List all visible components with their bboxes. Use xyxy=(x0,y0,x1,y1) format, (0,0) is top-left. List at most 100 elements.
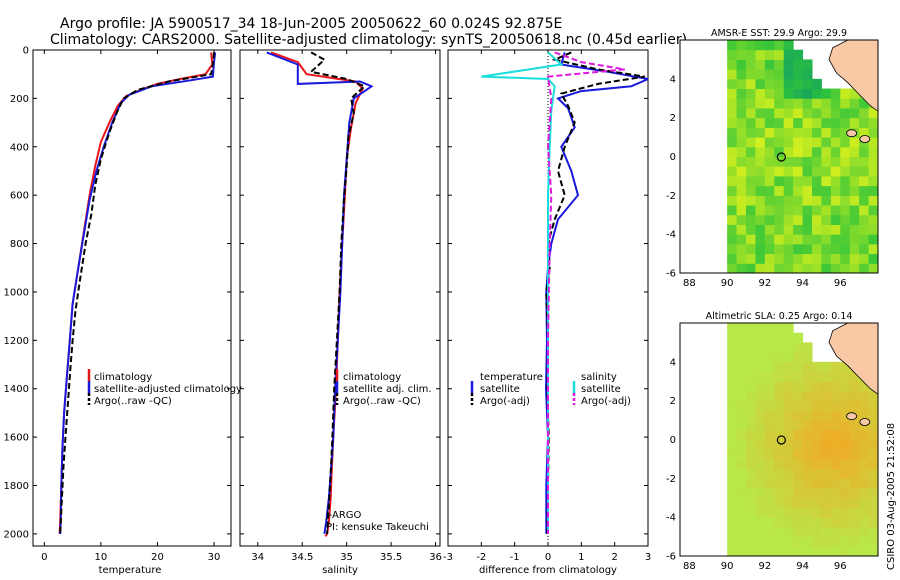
heatmap-cell xyxy=(821,400,832,411)
heatmap-cell xyxy=(802,205,813,216)
heatmap-cell xyxy=(849,420,860,431)
legend-label: Argo(..raw -QC) xyxy=(94,396,172,407)
heatmap-cell xyxy=(774,253,785,264)
legend-label: satellite-adjusted climatology xyxy=(94,384,242,395)
x-tick-label: 20 xyxy=(151,552,164,563)
heatmap-cell xyxy=(727,352,738,363)
sla-map-frame xyxy=(679,322,879,557)
heatmap-cell xyxy=(727,127,738,138)
heatmap-cell xyxy=(736,429,747,440)
difference-legend: temperature satellite Argo(-adj) salinit… xyxy=(470,372,631,407)
heatmap-cell xyxy=(830,517,841,528)
y-tick-label: 4 xyxy=(670,357,676,368)
heatmap-cell xyxy=(783,536,794,547)
heatmap-cell xyxy=(802,361,813,373)
heatmap-cell xyxy=(783,546,794,556)
heatmap-cell xyxy=(746,40,756,51)
heatmap-cell xyxy=(812,243,822,255)
heatmap-cell xyxy=(849,439,860,450)
heatmap-cell xyxy=(736,156,747,167)
heatmap-cell xyxy=(793,214,804,225)
heatmap-cell xyxy=(736,323,747,334)
heatmap-cell xyxy=(755,468,766,479)
heatmap-cell xyxy=(793,546,804,556)
heatmap-cell xyxy=(774,517,785,528)
heatmap-cell xyxy=(868,526,878,538)
heatmap-cell xyxy=(793,497,804,508)
heatmap-cell xyxy=(783,137,794,148)
heatmap-cell xyxy=(746,166,756,177)
heatmap-cell xyxy=(849,546,860,556)
heatmap-cell xyxy=(840,214,851,225)
series-line-sal-satellite xyxy=(481,51,564,534)
heatmap-cell xyxy=(868,263,878,273)
heatmap-cell xyxy=(821,195,832,206)
heatmap-cell xyxy=(736,381,747,392)
heatmap-cell xyxy=(812,253,822,264)
x-tick-label: 96 xyxy=(834,561,847,572)
heatmap-cell xyxy=(859,205,870,216)
heatmap-cell xyxy=(840,137,851,148)
heatmap-cell xyxy=(830,429,841,440)
heatmap-cell xyxy=(764,478,775,489)
heatmap-cell xyxy=(812,400,822,411)
heatmap-cell xyxy=(774,526,785,538)
heatmap-cell xyxy=(736,185,747,196)
heatmap-cell xyxy=(793,253,804,264)
heatmap-cell xyxy=(736,137,747,148)
heatmap-cell xyxy=(802,390,813,402)
heatmap-cell xyxy=(812,420,822,431)
heatmap-cell xyxy=(830,526,841,538)
heatmap-cell xyxy=(849,497,860,508)
heatmap-cell xyxy=(793,98,804,109)
heatmap-cell xyxy=(840,488,851,499)
x-tick-label: 10 xyxy=(95,552,108,563)
heatmap-cell xyxy=(812,381,822,392)
heatmap-cell xyxy=(802,214,813,225)
heatmap-cell xyxy=(746,429,756,440)
heatmap-cell xyxy=(746,381,756,392)
heatmap-cell xyxy=(764,381,775,392)
heatmap-cell xyxy=(736,40,747,51)
heatmap-cell xyxy=(868,439,878,450)
heatmap-cell xyxy=(821,517,832,528)
heatmap-cell xyxy=(859,400,870,411)
heatmap-cell xyxy=(727,410,738,421)
heatmap-cell xyxy=(746,400,756,411)
salinity-panel-frame xyxy=(239,49,441,547)
heatmap-cell xyxy=(746,175,756,187)
heatmap-cell xyxy=(755,253,766,264)
heatmap-cell xyxy=(793,468,804,479)
heatmap-cell xyxy=(793,361,804,373)
heatmap-cell xyxy=(793,49,804,60)
heatmap-cell xyxy=(793,243,804,255)
heatmap-cell xyxy=(764,195,775,206)
heatmap-cell xyxy=(868,253,878,264)
heatmap-cell xyxy=(868,127,878,138)
heatmap-cell xyxy=(849,371,860,382)
heatmap-cell xyxy=(802,195,813,206)
heatmap-cell xyxy=(868,517,878,528)
heatmap-cell xyxy=(764,429,775,440)
heatmap-cell xyxy=(764,517,775,528)
heatmap-cell xyxy=(793,195,804,206)
y-tick-label: -2 xyxy=(666,191,676,202)
heatmap-cell xyxy=(840,400,851,411)
heatmap-cell xyxy=(830,546,841,556)
heatmap-cell xyxy=(783,146,794,157)
heatmap-cell xyxy=(727,146,738,157)
heatmap-cell xyxy=(727,185,738,196)
heatmap-cell xyxy=(746,468,756,479)
x-tick-label: 34.5 xyxy=(291,552,313,563)
heatmap-cell xyxy=(802,166,813,177)
heatmap-cell xyxy=(821,224,832,235)
x-tick-label: 88 xyxy=(683,278,696,289)
heatmap-cell xyxy=(746,59,756,70)
heatmap-cell xyxy=(755,59,766,70)
heatmap-cell xyxy=(859,253,870,264)
series-layer xyxy=(58,51,648,537)
heatmap-cell xyxy=(821,137,832,148)
heatmap-cell xyxy=(755,40,766,51)
heatmap-cell xyxy=(774,214,785,225)
heatmap-cell xyxy=(802,137,813,148)
